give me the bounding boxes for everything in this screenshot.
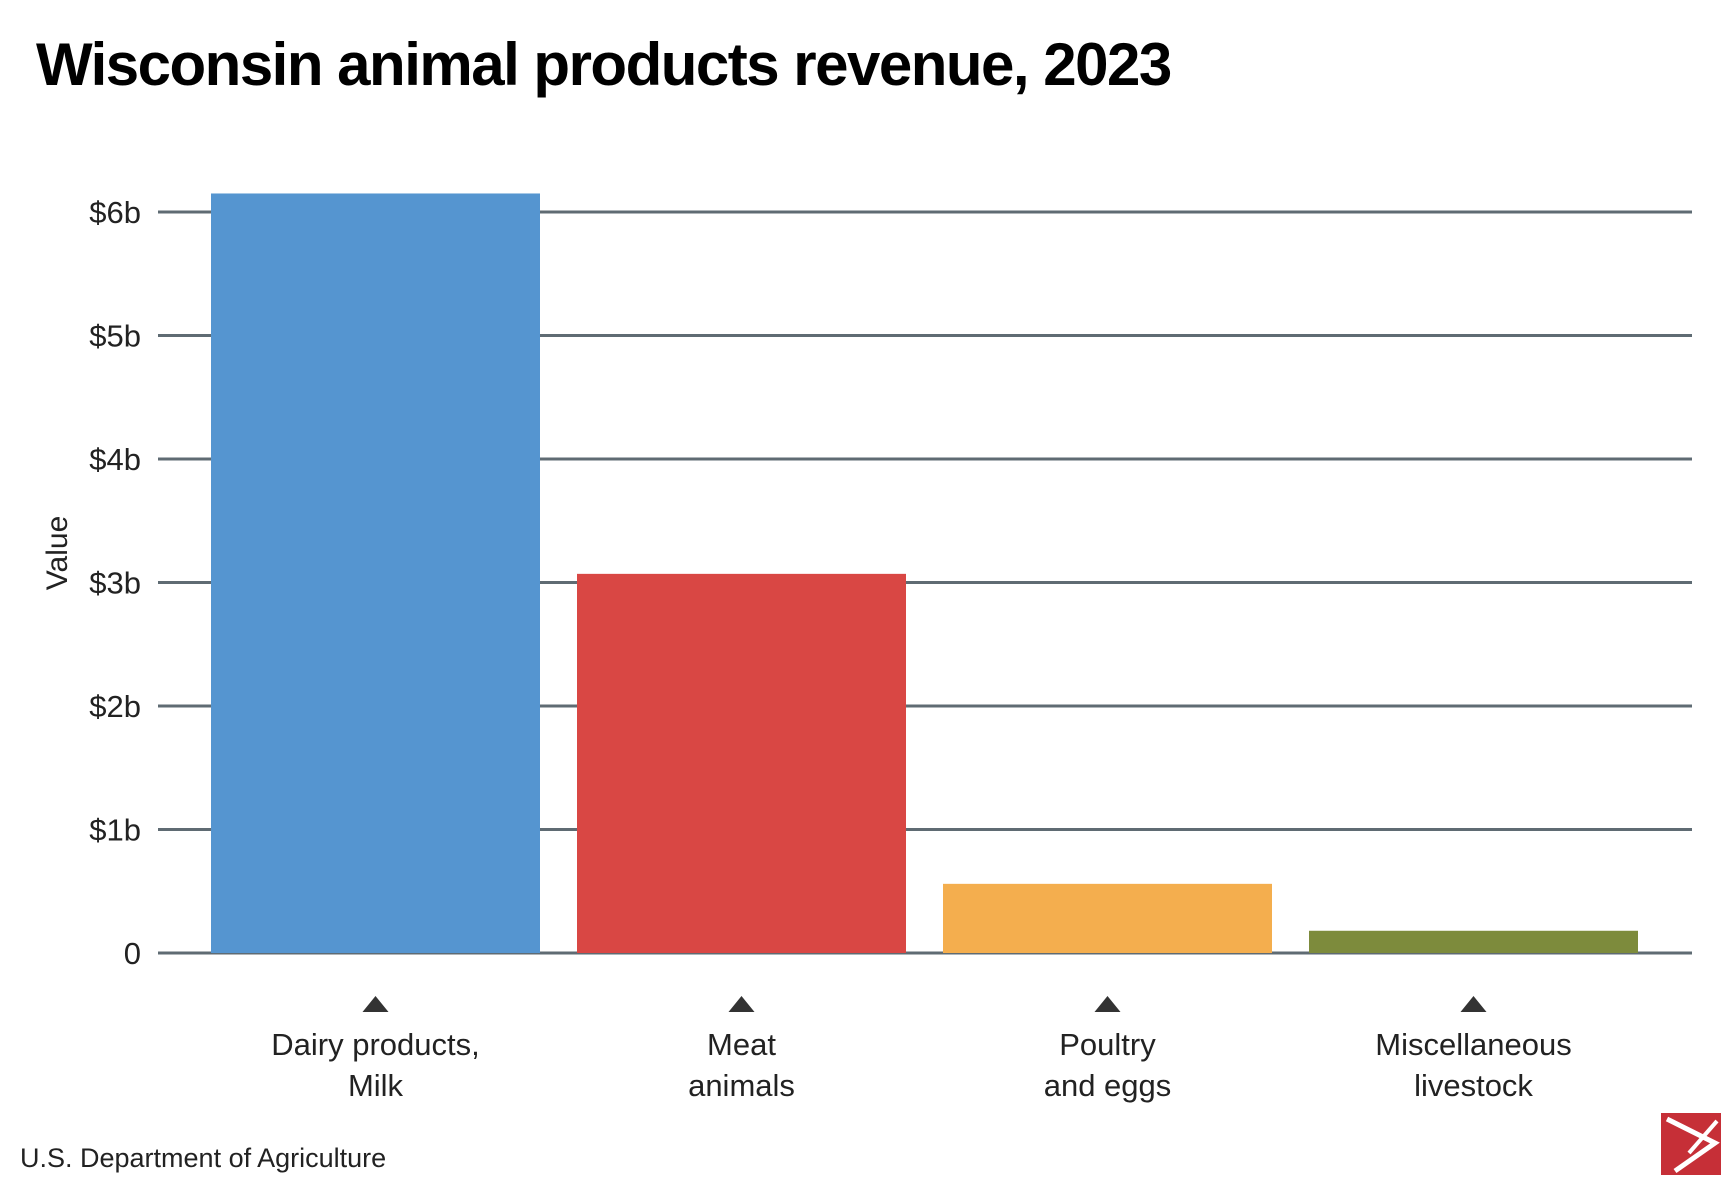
category-marker-icon [362,996,389,1012]
publisher-logo-icon [1661,1113,1721,1175]
bar [211,193,540,954]
y-tick-label: $4b [89,442,141,477]
bar [943,883,1272,953]
x-category-label: Miscellaneous [1375,1027,1571,1062]
category-marker-icon [728,996,755,1012]
x-category-label: Dairy products, [271,1027,479,1062]
y-tick-label: $2b [89,689,141,724]
x-category-label: Milk [348,1068,404,1103]
page-title: Wisconsin animal products revenue, 2023 [36,31,1172,98]
x-axis-categories: Dairy products, Milk Meat animals Poultry and… [271,996,1572,1103]
y-tick-label: $1b [89,813,141,848]
y-tick-label: $3b [89,566,141,601]
x-category-label: Meat [707,1027,776,1062]
source-credit: U.S. Department of Agriculture [20,1143,387,1173]
bars [211,193,1638,954]
x-category-label: Poultry [1059,1027,1156,1062]
bar [1309,930,1638,953]
category-marker-icon [1460,996,1487,1012]
bar [577,573,906,953]
y-tick-label: $6b [89,195,141,230]
y-tick-label: 0 [124,936,141,971]
x-category-label: and eggs [1044,1068,1172,1103]
y-axis-ticks: 0 $1b $2b $3b $4b $5b $6b [89,195,141,971]
y-tick-label: $5b [89,319,141,354]
x-category-label: animals [688,1068,795,1103]
category-marker-icon [1094,996,1121,1012]
x-category-label: livestock [1414,1068,1533,1103]
y-axis-title: Value [41,516,74,591]
